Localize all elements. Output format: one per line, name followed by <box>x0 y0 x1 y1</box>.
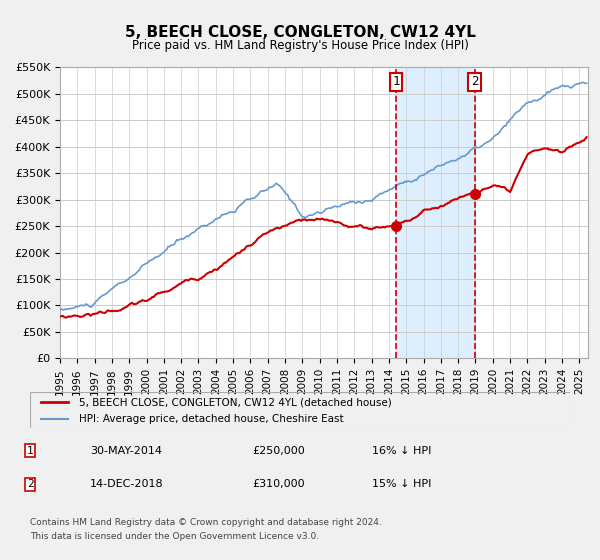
Text: Contains HM Land Registry data © Crown copyright and database right 2024.: Contains HM Land Registry data © Crown c… <box>30 518 382 527</box>
Text: 30-MAY-2014: 30-MAY-2014 <box>90 446 162 456</box>
Text: Price paid vs. HM Land Registry's House Price Index (HPI): Price paid vs. HM Land Registry's House … <box>131 39 469 52</box>
Text: 14-DEC-2018: 14-DEC-2018 <box>90 479 164 489</box>
Text: 2: 2 <box>471 75 478 88</box>
Text: This data is licensed under the Open Government Licence v3.0.: This data is licensed under the Open Gov… <box>30 532 319 541</box>
Text: 5, BEECH CLOSE, CONGLETON, CW12 4YL: 5, BEECH CLOSE, CONGLETON, CW12 4YL <box>125 25 475 40</box>
Text: 1: 1 <box>26 446 34 456</box>
Text: 5, BEECH CLOSE, CONGLETON, CW12 4YL (detached house): 5, BEECH CLOSE, CONGLETON, CW12 4YL (det… <box>79 397 391 407</box>
Text: HPI: Average price, detached house, Cheshire East: HPI: Average price, detached house, Ches… <box>79 414 343 424</box>
Text: £310,000: £310,000 <box>252 479 305 489</box>
Text: 15% ↓ HPI: 15% ↓ HPI <box>372 479 431 489</box>
Bar <box>396 67 475 358</box>
Text: 1: 1 <box>392 75 400 88</box>
Text: 16% ↓ HPI: 16% ↓ HPI <box>372 446 431 456</box>
Text: £250,000: £250,000 <box>252 446 305 456</box>
Text: 2: 2 <box>26 479 34 489</box>
